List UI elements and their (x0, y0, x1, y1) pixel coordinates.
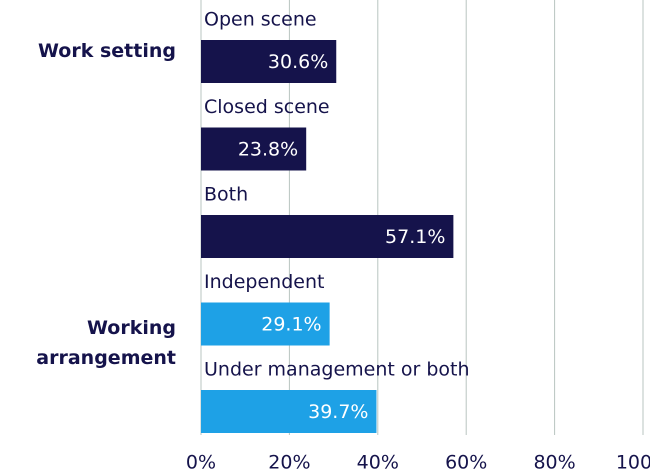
x-tick-label: 80% (533, 452, 575, 474)
value-label: 39.7% (308, 401, 368, 423)
category-label: Both (204, 184, 248, 206)
x-tick-label: 20% (268, 452, 310, 474)
bar (201, 302, 330, 346)
bar (201, 127, 307, 171)
category-label: Under management or both (204, 359, 470, 381)
bar (201, 40, 337, 83)
bar (201, 390, 377, 433)
value-label: 57.1% (385, 226, 445, 248)
value-label: 30.6% (268, 51, 328, 73)
group-label: Working arrangement (36, 316, 176, 369)
x-tick-label: 40% (357, 452, 399, 474)
x-tick-label: 60% (445, 452, 487, 474)
bar (201, 215, 454, 258)
category-label: Independent (204, 271, 324, 293)
x-tick-label: 100% (616, 452, 650, 474)
category-label: Closed scene (204, 96, 330, 118)
category-label: Open scene (204, 9, 317, 31)
value-label: 29.1% (261, 314, 321, 336)
x-tick-label: 0% (186, 452, 216, 474)
value-label: 23.8% (238, 139, 298, 161)
group-label: Work setting (38, 40, 176, 62)
